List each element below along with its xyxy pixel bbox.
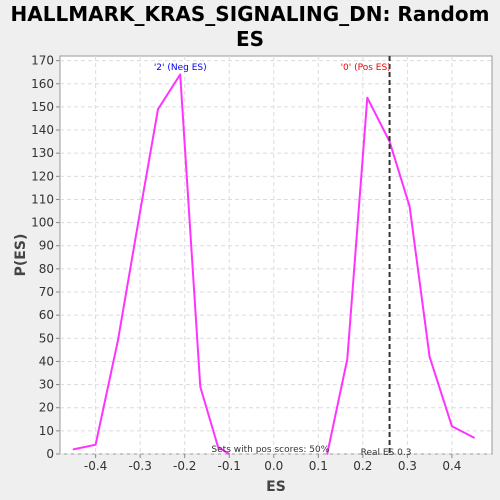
x-tick-label: 0.2 xyxy=(353,459,372,473)
es-data-point xyxy=(388,140,391,143)
pos-es-label: '0' (Pos ES) xyxy=(341,63,391,73)
y-tick-label: 0 xyxy=(46,447,54,461)
y-tick-label: 120 xyxy=(31,169,54,183)
y-tick-label: 70 xyxy=(39,285,54,299)
pos-scores-label: Sets with pos scores: 50% xyxy=(211,445,329,455)
es-data-point xyxy=(179,73,182,76)
es-data-point xyxy=(199,386,202,388)
es-data-point xyxy=(451,425,453,428)
series-lines xyxy=(72,73,475,455)
x-tick-label: 0.4 xyxy=(442,459,461,473)
x-tick-label: -0.2 xyxy=(173,459,196,473)
y-tick-label: 20 xyxy=(39,401,54,415)
y-tick-label: 60 xyxy=(39,308,54,322)
plot-area xyxy=(59,55,493,455)
x-tick-label: 0.1 xyxy=(309,459,328,473)
y-tick-label: 30 xyxy=(39,378,54,392)
y-tick-label: 80 xyxy=(39,262,54,276)
y-tick-label: 100 xyxy=(31,216,54,230)
es-data-point xyxy=(346,358,349,360)
real-es-label: Real ES 0.3 xyxy=(361,448,412,458)
es-data-point xyxy=(217,446,219,448)
es-data-point xyxy=(326,453,329,455)
x-tick-label: -0.4 xyxy=(84,459,107,473)
neg-es-label: '2' (Neg ES) xyxy=(154,63,207,73)
es-data-point xyxy=(94,443,97,446)
y-tick-label: 40 xyxy=(39,354,54,368)
x-tick-label: 0.0 xyxy=(264,459,283,473)
es-series-line-2 xyxy=(326,96,475,455)
y-tick-label: 130 xyxy=(31,146,54,160)
axes: 0 10 20 30 40 50 60 70 80 90 100 110 120 130 140 150 160… xyxy=(31,54,461,473)
y-tick-label: 140 xyxy=(31,123,54,137)
es-data-point xyxy=(157,108,159,111)
es-data-point xyxy=(366,96,369,99)
y-tick-label: 150 xyxy=(31,100,54,114)
es-data-point xyxy=(408,205,411,208)
x-tick-label: -0.3 xyxy=(128,459,151,473)
y-tick-label: 50 xyxy=(39,331,54,345)
y-tick-label: 160 xyxy=(31,77,54,91)
es-data-point xyxy=(72,448,75,451)
y-tick-label: 90 xyxy=(39,239,54,253)
x-tick-label: 0.3 xyxy=(398,459,417,473)
y-axis-title: P(ES) xyxy=(13,234,29,277)
x-axis-title: ES xyxy=(266,479,286,495)
chart-title-line1: HALLMARK_KRAS_SIGNALING_DN: Random ES xyxy=(10,2,490,51)
x-tick-label: -0.1 xyxy=(218,459,241,473)
y-tick-label: 170 xyxy=(31,54,54,68)
es-data-point xyxy=(139,210,141,212)
annotations: '2' (Neg ES) '0' (Pos ES) Sets with pos sc… xyxy=(154,63,412,458)
es-data-point xyxy=(117,339,119,342)
y-tick-label: 10 xyxy=(39,424,54,438)
y-tick-label: 110 xyxy=(31,192,54,206)
grid xyxy=(60,56,492,455)
es-data-point xyxy=(428,356,431,358)
es-data-point xyxy=(473,437,475,439)
